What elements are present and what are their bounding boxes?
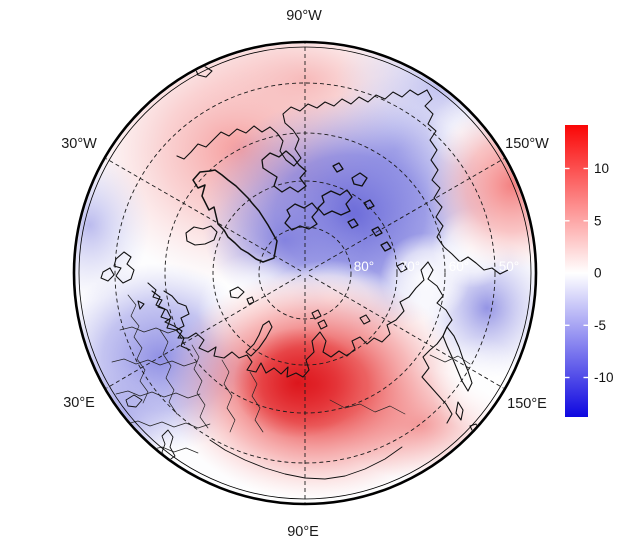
map-frame (72, 40, 538, 506)
meridian-label-90w: 90°W (286, 8, 322, 24)
meridian-label-150w: 150°W (505, 136, 549, 152)
colorbar-ticks (565, 167, 588, 379)
colorbar: 10 5 0 -5 -10 (565, 125, 614, 417)
latitude-label-50: 50° (499, 259, 519, 274)
latitude-label-70: 70° (400, 259, 420, 274)
meridian-label-90e: 90°E (287, 524, 319, 540)
colorbar-tick-label-10: 10 (594, 161, 609, 176)
colorbar-gradient (565, 125, 588, 417)
meridian-label-30w: 30°W (61, 136, 97, 152)
latitude-label-60: 60° (449, 259, 469, 274)
meridian-label-30e: 30°E (63, 395, 95, 411)
graticule (104, 43, 506, 503)
latitude-label-80: 80° (354, 259, 374, 274)
colorbar-tick-label-0: 0 (594, 266, 602, 281)
colorbar-tick-label-neg5: -5 (594, 318, 606, 333)
meridian-label-150e: 150°E (507, 396, 547, 412)
colorbar-tick-label-neg10: -10 (594, 370, 614, 385)
colorbar-tick-label-5: 5 (594, 214, 602, 229)
